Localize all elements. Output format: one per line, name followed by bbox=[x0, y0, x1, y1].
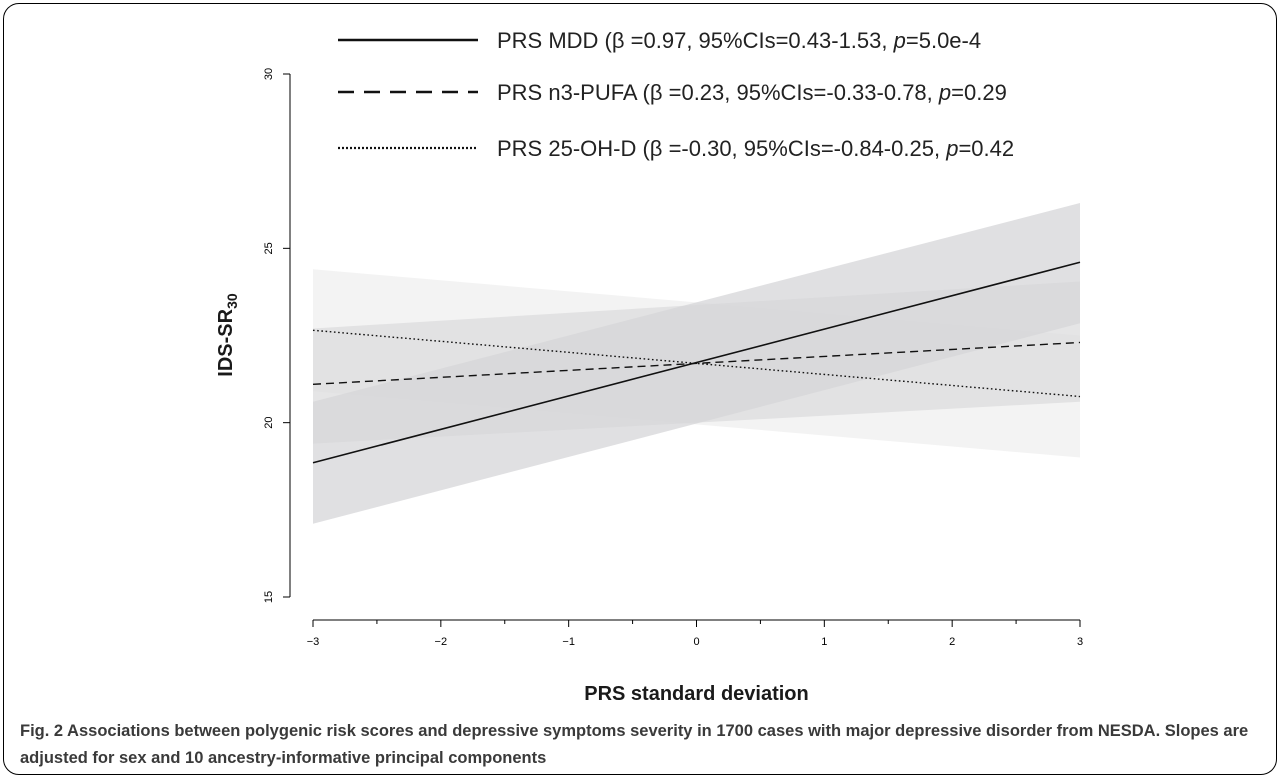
legend-label-stats: β =0.97, 95%CIs=0.43-1.53, bbox=[612, 28, 894, 53]
legend-label: PRS 25-OH-D (β =-0.30, 95%CIs=-0.84-0.25… bbox=[497, 136, 1014, 161]
regression-lines bbox=[312, 261, 1081, 464]
legend-label-stats: β =0.23, 95%CIs=-0.33-0.78, bbox=[650, 80, 939, 105]
figure-caption: Fig. 2 Associations between polygenic ri… bbox=[20, 722, 1249, 767]
x-tick-label: −3 bbox=[307, 636, 320, 648]
y-tick-label: 30 bbox=[263, 68, 275, 80]
legend-label-p: p bbox=[938, 80, 951, 105]
legend-label-prefix: PRS n3-PUFA ( bbox=[497, 80, 651, 105]
legend-label-p: p bbox=[893, 28, 906, 53]
axes: 15 20 25 30 −3 −2 −1 0 1 2 3 bbox=[263, 68, 1083, 648]
legend-label-stats: β =-0.30, 95%CIs=-0.84-0.25, bbox=[650, 136, 946, 161]
legend-label-p-value: =0.29 bbox=[951, 80, 1007, 105]
y-axis-title-main: IDS-SR bbox=[215, 308, 237, 376]
legend-label-prefix: PRS 25-OH-D ( bbox=[497, 136, 650, 161]
legend-label-p-value: =5.0e-4 bbox=[906, 28, 981, 53]
y-tick-label: 15 bbox=[263, 591, 275, 603]
legend-label-prefix: PRS MDD ( bbox=[497, 28, 613, 53]
legend-label: PRS MDD (β =0.97, 95%CIs=0.43-1.53, p=5.… bbox=[497, 28, 981, 53]
x-axis-title: PRS standard deviation bbox=[584, 683, 809, 705]
legend: PRS MDD (β =0.97, 95%CIs=0.43-1.53, p=5.… bbox=[338, 28, 1014, 161]
y-axis-title: IDS-SR30 bbox=[215, 293, 240, 377]
x-tick-label: 2 bbox=[949, 636, 955, 648]
x-tick-label: 1 bbox=[821, 636, 827, 648]
legend-label-p-value: =0.42 bbox=[958, 136, 1014, 161]
x-tick-label: −1 bbox=[562, 636, 575, 648]
x-tick-label: 0 bbox=[693, 636, 699, 648]
figure-frame bbox=[3, 3, 1277, 775]
chart: 15 20 25 30 −3 −2 −1 0 1 2 3 PRS MDD (β =0.97, 95%… bbox=[215, 28, 1083, 705]
line-prs-mdd bbox=[312, 261, 1081, 464]
legend-label: PRS n3-PUFA (β =0.23, 95%CIs=-0.33-0.78,… bbox=[497, 80, 1007, 105]
x-tick-label: 3 bbox=[1077, 636, 1083, 648]
y-axis-title-subscript: 30 bbox=[224, 293, 240, 309]
legend-label-p: p bbox=[945, 136, 958, 161]
y-tick-label: 20 bbox=[263, 417, 275, 429]
axis-titles: PRS standard deviation IDS-SR30 bbox=[215, 293, 809, 705]
line-prs-n3-pufa bbox=[312, 341, 1081, 386]
y-tick-label: 25 bbox=[263, 242, 275, 254]
x-tick-label: −2 bbox=[435, 636, 448, 648]
